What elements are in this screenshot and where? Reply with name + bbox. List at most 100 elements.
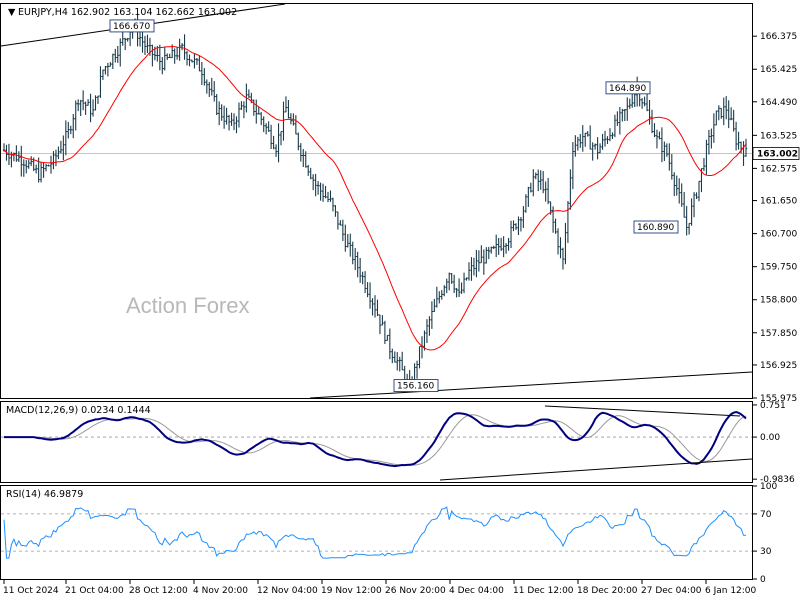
macd-header: MACD(12,26,9) 0.0234 0.1444	[6, 405, 151, 416]
candle	[705, 139, 708, 175]
candle	[178, 38, 181, 61]
candle	[470, 257, 473, 281]
candle	[363, 271, 367, 294]
candle	[321, 183, 325, 202]
lower-trendline	[309, 371, 753, 399]
candle	[126, 37, 129, 42]
candle	[487, 246, 490, 260]
svg-text:166.670: 166.670	[113, 22, 150, 32]
candle	[210, 77, 213, 96]
watermark: Action Forex	[126, 293, 250, 318]
candle	[623, 109, 627, 122]
price-tick-label: 155.975	[760, 394, 797, 404]
candle	[732, 109, 735, 132]
x-tick-label: 26 Nov 20:00	[385, 586, 446, 596]
candle	[173, 48, 176, 64]
candle	[452, 274, 456, 293]
candle	[361, 271, 364, 285]
price-tick-label: 166.375	[760, 32, 797, 42]
candle	[386, 334, 389, 341]
candle	[62, 135, 65, 161]
candle	[109, 62, 112, 67]
candle	[628, 98, 631, 109]
candle	[213, 81, 216, 102]
candle	[163, 47, 166, 71]
macd-trendline-upper	[544, 405, 741, 417]
candle	[331, 197, 335, 212]
candle	[584, 132, 587, 147]
candle	[326, 191, 330, 203]
candle	[660, 127, 664, 163]
macd-tick-label: 0.00	[760, 433, 780, 443]
candle	[626, 97, 629, 121]
candle	[257, 107, 260, 115]
candle	[15, 145, 18, 162]
candle	[143, 35, 147, 55]
candle	[39, 161, 43, 183]
candle	[675, 175, 678, 196]
candle	[299, 143, 302, 162]
candle	[215, 93, 218, 116]
candle	[717, 105, 720, 121]
candle	[22, 159, 25, 177]
candle	[507, 237, 510, 251]
candle	[670, 154, 673, 180]
macd-tick-label: -0.9836	[760, 475, 795, 485]
candle	[475, 249, 478, 278]
candle	[443, 285, 446, 297]
price-panel	[0, 3, 753, 399]
candle	[435, 286, 439, 308]
candle	[383, 320, 387, 344]
candle	[593, 143, 597, 150]
candle	[529, 182, 533, 193]
rsi-tick-label: 30	[760, 547, 772, 557]
candle	[514, 223, 518, 230]
candle	[509, 220, 513, 249]
candle	[185, 50, 189, 66]
candle	[554, 218, 557, 234]
candle	[307, 164, 310, 176]
candle	[27, 159, 30, 169]
candle	[69, 125, 72, 135]
candle	[358, 258, 362, 283]
candle	[329, 190, 332, 202]
candle	[685, 205, 688, 236]
candle	[198, 55, 201, 72]
candle	[156, 45, 159, 62]
candle	[309, 167, 312, 180]
svg-text:160.890: 160.890	[637, 223, 674, 233]
candle	[398, 356, 401, 372]
candle	[282, 101, 285, 141]
candle	[678, 178, 681, 204]
rsi-tick-label: 0	[760, 575, 766, 585]
candle	[289, 113, 293, 125]
candle	[633, 92, 636, 108]
moving-average-line	[3, 45, 747, 351]
candle	[707, 129, 711, 155]
candle	[606, 136, 609, 144]
candle	[86, 99, 90, 106]
candle	[346, 234, 349, 248]
candle	[433, 298, 436, 312]
candle	[640, 98, 644, 109]
candle	[220, 104, 223, 121]
price-tick-label: 156.925	[760, 361, 797, 371]
macd-line	[4, 410, 747, 468]
macd-panel	[0, 401, 753, 483]
candle	[277, 123, 280, 163]
rsi-header: RSI(14) 46.9879	[6, 489, 83, 500]
candle	[591, 142, 594, 161]
candle	[344, 224, 347, 252]
price-annotation: 160.890	[633, 220, 679, 234]
candle	[262, 116, 265, 133]
x-tick-label: 11 Dec 12:00	[513, 586, 574, 596]
candle	[391, 348, 394, 364]
candle	[101, 69, 105, 80]
price-annotation: 166.670	[109, 19, 155, 33]
x-tick-label: 21 Oct 04:00	[65, 586, 124, 596]
candle	[522, 206, 525, 228]
candle	[517, 216, 520, 235]
candle	[631, 92, 634, 108]
candle	[603, 130, 607, 147]
candle	[695, 192, 698, 199]
